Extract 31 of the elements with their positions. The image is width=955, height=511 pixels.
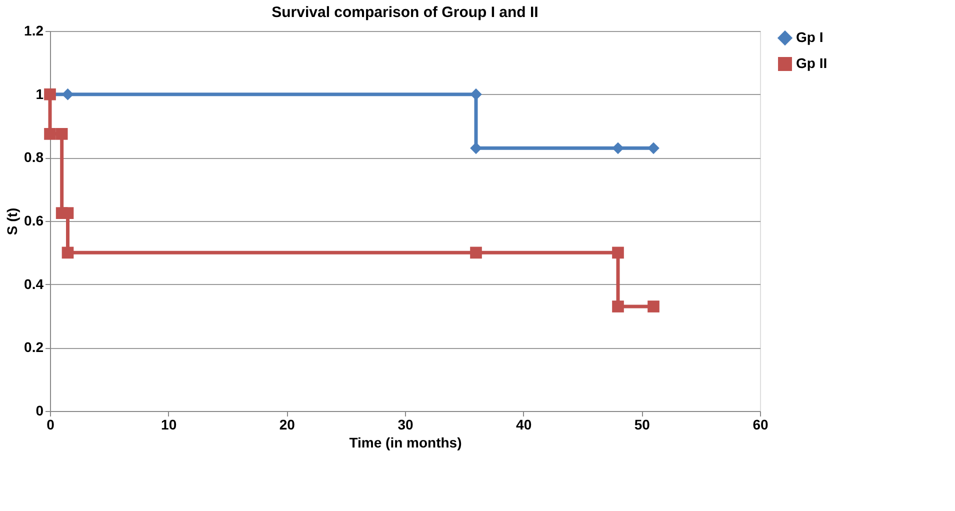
point	[44, 128, 56, 140]
point	[56, 128, 68, 140]
x-tick-label: 50	[634, 416, 650, 432]
point	[470, 88, 482, 100]
x-tick-label: 20	[279, 416, 296, 432]
y-tick-label: 1	[36, 86, 44, 102]
legend-label: Gp II	[796, 55, 828, 71]
point	[648, 300, 660, 312]
point	[470, 142, 482, 154]
chart-title: Survival comparison of Group I and II	[272, 4, 538, 21]
point	[648, 142, 660, 154]
y-tick-label: 0	[36, 402, 44, 418]
point	[470, 246, 482, 259]
point	[612, 246, 624, 259]
y-tick-label: 1.2	[24, 22, 44, 38]
y-axis-title: S (t)	[4, 208, 20, 236]
x-axis-title: Time (in months)	[349, 434, 462, 450]
point	[62, 88, 74, 100]
x-tick-label: 0	[46, 416, 55, 432]
point	[612, 142, 624, 154]
legend-label: Gp I	[796, 29, 824, 45]
y-tick-label: 0.4	[24, 276, 44, 292]
y-tick-label: 0.6	[24, 212, 44, 228]
x-tick-label: 30	[398, 416, 414, 432]
x-tick-label: 10	[161, 416, 177, 432]
x-tick-label: 40	[516, 416, 532, 432]
y-tick-label: 0.2	[24, 339, 44, 356]
x-tick-label: 60	[752, 416, 768, 432]
point	[612, 300, 624, 312]
point	[62, 246, 74, 259]
y-tick-label: 0.8	[24, 149, 44, 166]
